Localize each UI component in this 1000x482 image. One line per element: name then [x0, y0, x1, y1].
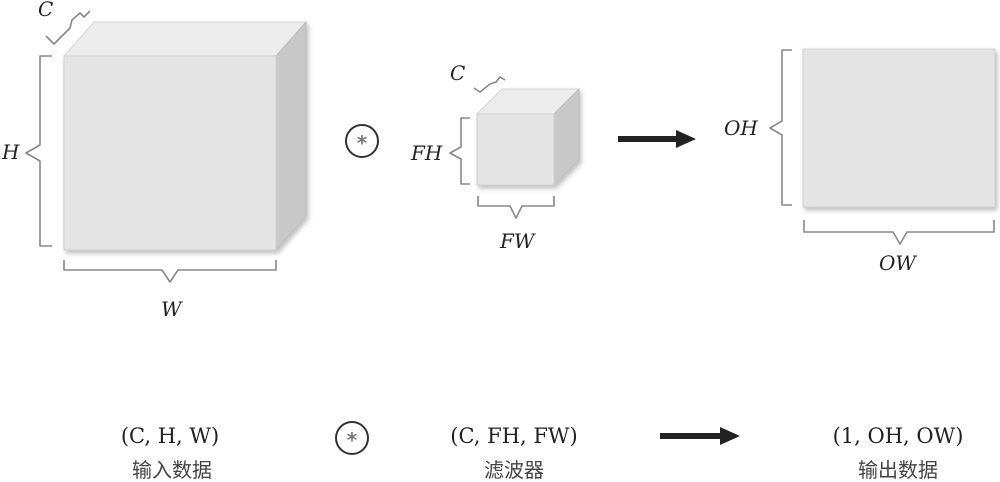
- input-h-label: H: [1, 140, 20, 164]
- filter-fw-label: FW: [499, 229, 536, 253]
- input-cube: [62, 20, 308, 252]
- input-shape: (C, H, W): [121, 424, 219, 448]
- bottom-convolution-operator-icon: *: [335, 421, 369, 455]
- output-caption: 输出数据: [858, 458, 938, 482]
- input-w-label: W: [161, 297, 183, 321]
- output-map: [802, 48, 996, 208]
- svg-text:*: *: [347, 428, 358, 452]
- top-arrow-icon: [618, 130, 696, 148]
- filter-caption: 滤波器: [484, 458, 544, 482]
- output-ow-brace: [803, 220, 995, 245]
- output-oh-label: OH: [724, 116, 758, 140]
- convolution-operator-icon: *: [345, 124, 379, 158]
- output-ow-label: OW: [879, 251, 917, 275]
- input-c-label: C: [38, 0, 53, 21]
- input-h-brace: [25, 55, 52, 247]
- bottom-arrow-icon: [660, 427, 740, 445]
- filter-shape: (C, FH, FW): [450, 424, 577, 448]
- output-shape: (1, OH, OW): [833, 424, 964, 448]
- filter-fh-brace: [449, 117, 470, 185]
- filter-c-label: C: [450, 61, 465, 85]
- filter-fh-label: FH: [410, 141, 443, 165]
- input-caption: 输入数据: [132, 458, 212, 482]
- input-w-brace: [63, 260, 277, 283]
- svg-text:*: *: [357, 131, 368, 155]
- filter-fw-brace: [477, 196, 555, 219]
- output-oh-brace: [769, 49, 792, 206]
- input-c-brace: [45, 10, 91, 45]
- filter-cube: [475, 87, 581, 187]
- filter-c-brace: [473, 76, 506, 93]
